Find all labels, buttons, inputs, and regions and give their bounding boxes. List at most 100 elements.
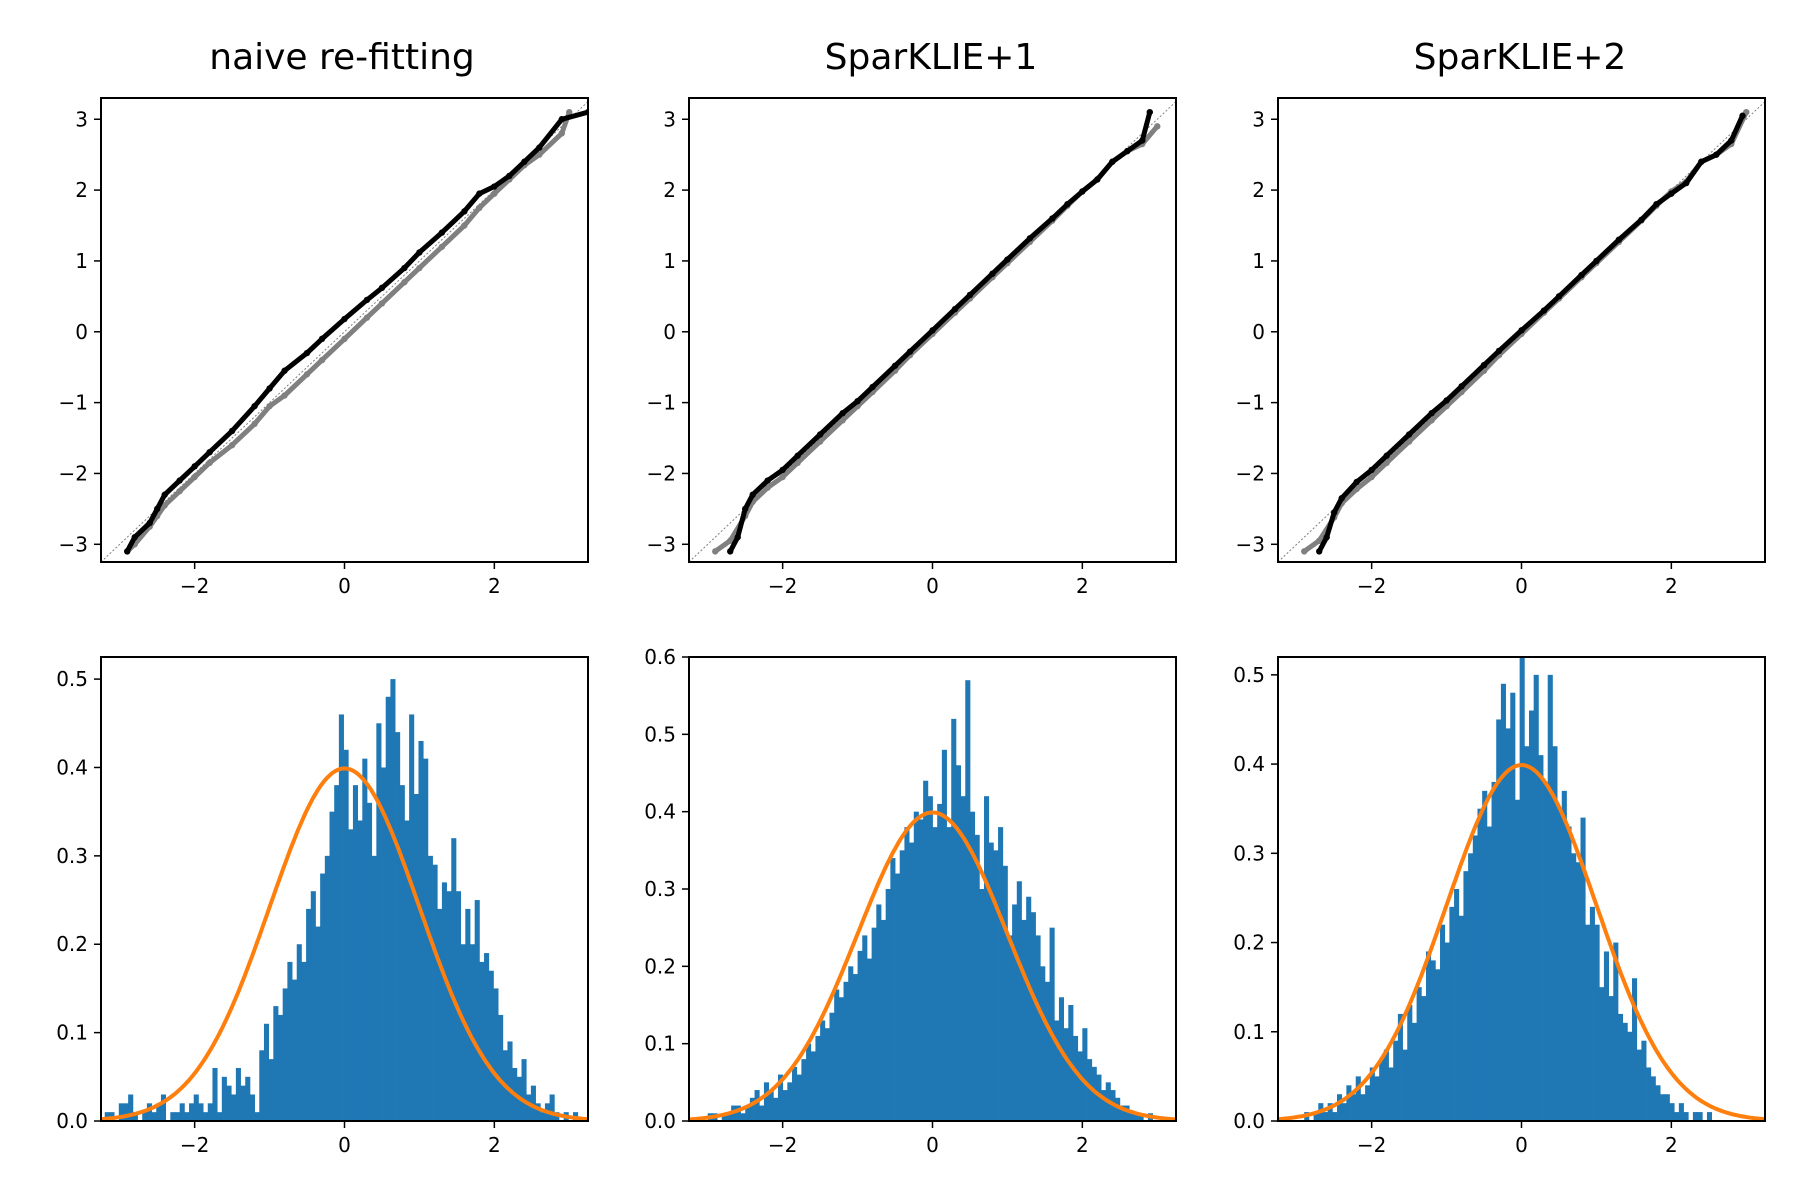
hist-bar	[1599, 987, 1605, 1121]
qq-point	[1064, 201, 1071, 208]
hist-bar	[1440, 924, 1446, 1121]
hist-bar	[1002, 865, 1008, 1121]
qq-point	[191, 473, 198, 481]
hist-bar	[1641, 1040, 1647, 1121]
hist-bar	[1115, 1097, 1121, 1121]
hist-bar	[381, 767, 387, 1121]
qq-panel-sparklie-plus-2: −2 0 2 −3 −2 −1 0 1 2 3	[1236, 97, 1766, 598]
y-tick-label: 0	[663, 320, 676, 344]
hist-bar	[1571, 853, 1577, 1121]
hist-bar	[1524, 746, 1530, 1121]
hist-bar	[1063, 1028, 1069, 1121]
y-tick-label: −2	[647, 461, 676, 485]
hist-bar	[118, 1103, 124, 1121]
hist-bar	[1124, 1105, 1130, 1121]
title-sparklie-plus-2: SparKLIE+2	[1414, 37, 1627, 78]
hist-bar	[1313, 1112, 1319, 1121]
hist-bar	[965, 680, 971, 1121]
hist-bar	[245, 1076, 251, 1121]
hist-bar	[259, 1050, 265, 1121]
hist-bar	[1646, 1067, 1652, 1121]
hist-panel-sparklie-plus-1: −2 0 2 0.0 0.1 0.2 0.3 0.4 0.5 0.6	[644, 645, 1177, 1157]
hist-bar	[423, 758, 429, 1121]
qq-point	[1405, 431, 1413, 438]
y-tick-label: 0.0	[56, 1109, 88, 1133]
hist-bar	[1627, 1031, 1633, 1121]
hist-bar	[160, 1094, 167, 1121]
hist-bar	[1101, 1090, 1107, 1121]
qq-point	[1739, 112, 1746, 119]
hist-bar	[268, 1059, 274, 1121]
hist-bar	[1365, 1085, 1371, 1121]
normal-pdf-curve	[101, 766, 588, 1121]
qq-point	[1330, 509, 1338, 516]
hist-bar	[404, 820, 410, 1121]
y-tick-label: 0.1	[1233, 1020, 1265, 1044]
qq-point	[1353, 478, 1360, 486]
hist-bar	[941, 749, 947, 1121]
y-tick-label: 3	[663, 107, 676, 131]
hist-bar	[174, 1112, 181, 1121]
hist-bar	[446, 891, 452, 1121]
hist-bar	[418, 740, 424, 1121]
hist-bar	[1091, 1066, 1097, 1121]
hist-bar	[1393, 1040, 1399, 1121]
qq-point	[176, 487, 183, 495]
hist-bar	[876, 904, 882, 1121]
hist-bar	[1557, 808, 1563, 1121]
hist-bar	[1543, 781, 1549, 1121]
hist-bar	[437, 908, 443, 1121]
x-tick-label: −2	[1357, 1133, 1386, 1157]
hist-bar	[1561, 790, 1567, 1121]
hist-bar	[170, 1112, 176, 1121]
hist-bar	[254, 1112, 260, 1121]
qq-point	[558, 116, 565, 123]
hist-bar	[1133, 1113, 1139, 1121]
qq-point	[176, 477, 183, 484]
qq-point	[438, 243, 446, 250]
hist-bar	[526, 1094, 532, 1121]
hist-bar	[1425, 951, 1432, 1121]
qq-point	[779, 473, 786, 481]
hist-bar	[493, 988, 499, 1121]
hist-bar	[1322, 1112, 1329, 1121]
hist-bar	[792, 1066, 798, 1121]
hist-bar	[292, 979, 298, 1121]
hist-bar	[357, 820, 363, 1121]
hist-bar	[1505, 728, 1511, 1121]
hist-bar	[1580, 817, 1586, 1121]
qq-point	[1405, 438, 1413, 445]
hist-bar	[212, 1067, 218, 1121]
qq-point	[266, 385, 273, 392]
qq-point	[966, 291, 974, 299]
hist-bar	[1538, 755, 1544, 1121]
hist-bar	[310, 891, 316, 1121]
hist-bar	[773, 1097, 779, 1121]
hist-bar	[469, 944, 476, 1121]
hist-bar	[348, 829, 354, 1121]
qq-point	[839, 417, 846, 424]
y-tick-label: 0	[1252, 320, 1265, 344]
hist-bar	[721, 1113, 727, 1121]
hist-bar	[104, 1112, 110, 1121]
hist-bar	[843, 981, 849, 1121]
qq-point	[461, 222, 468, 229]
hist-bar	[203, 1112, 209, 1121]
qq-point	[281, 392, 288, 399]
hist-bar	[189, 1103, 195, 1121]
qq-point	[712, 548, 719, 555]
qq-band	[727, 109, 1153, 554]
hist-bar	[343, 749, 349, 1121]
qq-point	[794, 459, 801, 467]
hist-bar	[937, 803, 943, 1121]
y-tick-label: 0.4	[644, 800, 676, 824]
qq-point	[1713, 151, 1720, 158]
hist-bar	[1016, 881, 1022, 1121]
qq-point	[206, 448, 213, 456]
hist-bar	[1355, 1076, 1361, 1121]
x-tick-label: 2	[1665, 574, 1678, 598]
hist-bar	[217, 1112, 223, 1121]
qq-point	[1079, 188, 1086, 195]
qq-point	[378, 284, 386, 292]
hist-bar	[857, 950, 863, 1121]
